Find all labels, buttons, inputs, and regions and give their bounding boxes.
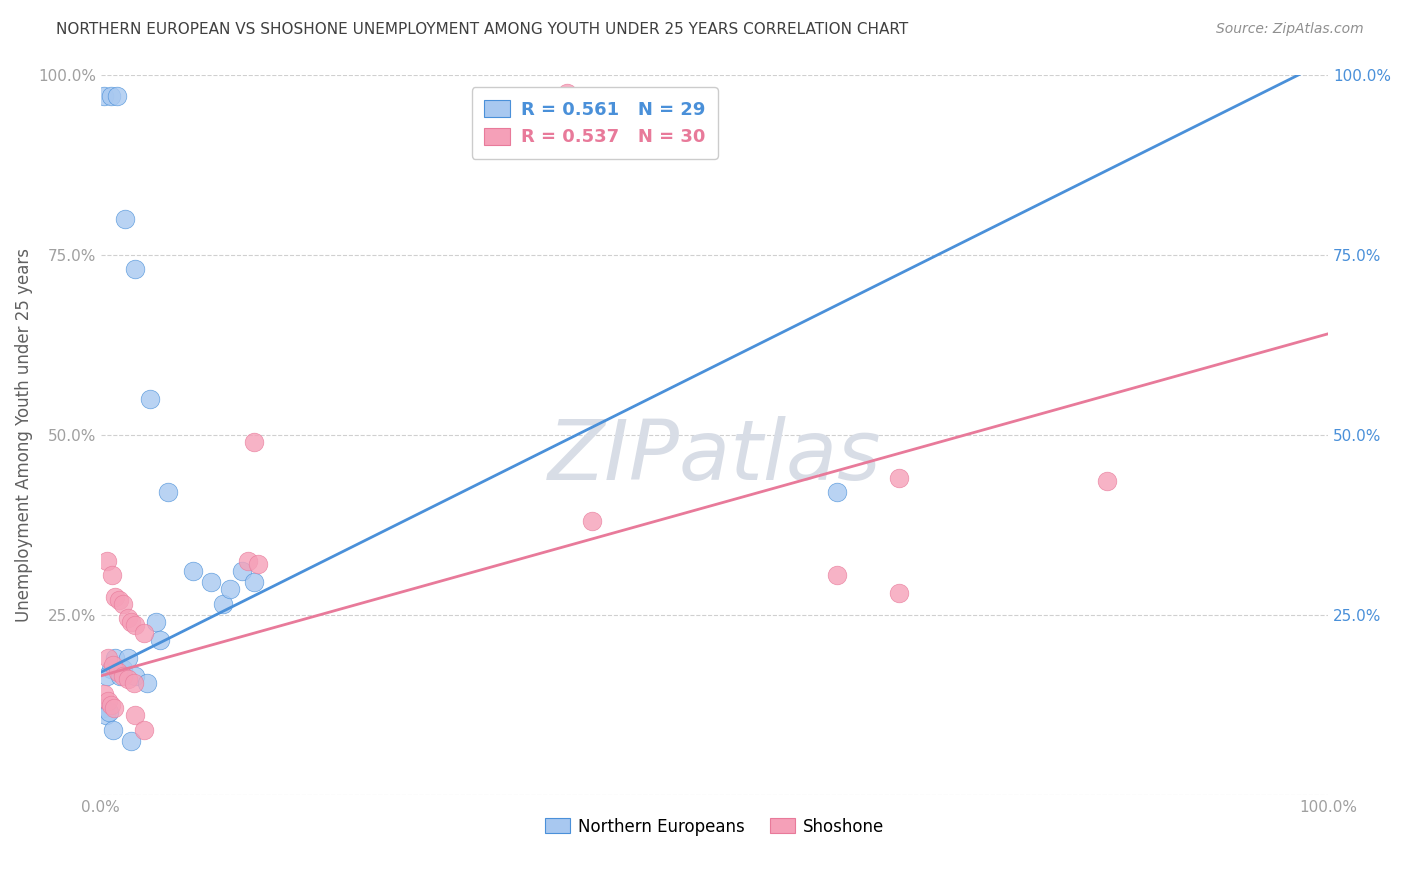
Point: [246, 558, 269, 572]
Point: [887, 586, 910, 600]
Point: [120, 615, 142, 629]
Point: [94, 708, 117, 723]
Point: [132, 625, 155, 640]
Point: [105, 89, 128, 103]
Point: [104, 590, 127, 604]
Point: [231, 565, 253, 579]
Point: [124, 708, 146, 723]
Point: [110, 669, 132, 683]
Point: [181, 565, 204, 579]
Point: [887, 471, 910, 485]
Point: [96, 554, 118, 568]
Point: [825, 568, 848, 582]
Point: [101, 658, 124, 673]
Point: [120, 733, 142, 747]
Point: [97, 651, 120, 665]
Legend: Northern Europeans, Shoshone: Northern Europeans, Shoshone: [536, 809, 893, 844]
Point: [101, 568, 124, 582]
Point: [107, 665, 129, 680]
Text: ZIPatlas: ZIPatlas: [547, 416, 882, 497]
Point: [111, 662, 134, 676]
Point: [114, 211, 136, 226]
Point: [555, 86, 578, 100]
Text: NORTHERN EUROPEAN VS SHOSHONE UNEMPLOYMENT AMONG YOUTH UNDER 25 YEARS CORRELATIO: NORTHERN EUROPEAN VS SHOSHONE UNEMPLOYME…: [56, 22, 908, 37]
Point: [104, 651, 127, 665]
Text: Source: ZipAtlas.com: Source: ZipAtlas.com: [1216, 22, 1364, 37]
Point: [103, 701, 125, 715]
Point: [243, 575, 266, 590]
Point: [581, 514, 603, 528]
Point: [91, 701, 114, 715]
Point: [100, 662, 122, 676]
Point: [139, 392, 162, 406]
Point: [243, 434, 266, 449]
Point: [1095, 475, 1118, 489]
Point: [145, 615, 167, 629]
Point: [108, 593, 131, 607]
Point: [218, 582, 240, 597]
Point: [132, 723, 155, 737]
Point: [236, 554, 259, 568]
Point: [200, 575, 222, 590]
Point: [124, 669, 146, 683]
Point: [122, 676, 145, 690]
Point: [97, 694, 120, 708]
Point: [117, 673, 139, 687]
Point: [111, 597, 134, 611]
Point: [93, 687, 115, 701]
Point: [111, 669, 134, 683]
Point: [117, 611, 139, 625]
Point: [124, 262, 146, 277]
Y-axis label: Unemployment Among Youth under 25 years: Unemployment Among Youth under 25 years: [15, 248, 32, 622]
Point: [157, 485, 180, 500]
Point: [124, 618, 146, 632]
Point: [212, 597, 235, 611]
Point: [136, 676, 159, 690]
Point: [93, 89, 115, 103]
Point: [100, 698, 122, 712]
Point: [98, 705, 121, 719]
Point: [96, 669, 118, 683]
Point: [101, 723, 124, 737]
Point: [825, 485, 848, 500]
Point: [117, 651, 139, 665]
Point: [100, 89, 122, 103]
Point: [149, 632, 172, 647]
